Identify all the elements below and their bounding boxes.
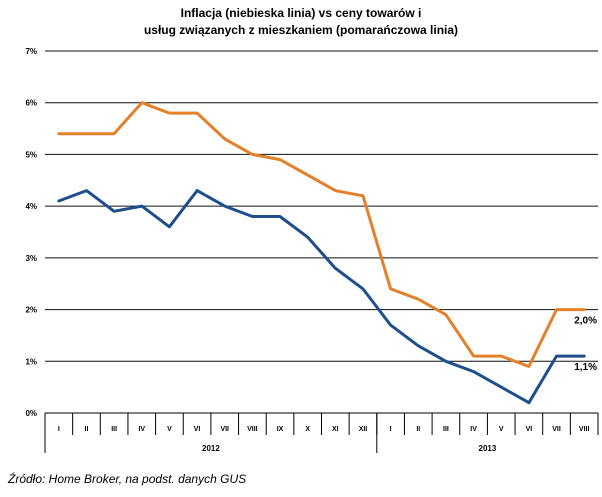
gridlines — [45, 50, 598, 414]
x-tick-label: X — [305, 426, 310, 433]
x-tick-label: IV — [470, 426, 477, 433]
series-line — [57, 101, 586, 368]
chart-title-line-1: Inflacja (niebieska linia) vs ceny towar… — [181, 6, 422, 20]
series-lines — [57, 101, 586, 405]
y-tick-label: 0% — [25, 409, 37, 418]
x-axis: I II III IV V VI VII VIII IX X XI XII I II III IV V VI VII… — [44, 413, 599, 453]
chart-title-line-2: usług związanych z mieszkaniem (pomarańc… — [144, 23, 458, 37]
x-tick-label: XI — [332, 426, 339, 433]
x-tick-label: IX — [277, 426, 284, 433]
x-tick-label: V — [499, 426, 504, 433]
x-tick-label: I — [58, 426, 60, 433]
x-tick-label: VIII — [247, 426, 258, 433]
x-tick-label: XII — [359, 426, 368, 433]
x-tick-label: III — [443, 426, 449, 433]
y-tick-label: 1% — [25, 357, 37, 366]
x-tick-label: VI — [526, 426, 533, 433]
x-tick-label: VIII — [579, 426, 590, 433]
y-tick-label: 2% — [25, 306, 37, 315]
x-tick-label: II — [85, 426, 89, 433]
y-tick-label: 3% — [25, 254, 37, 263]
x-tick-label: II — [416, 426, 420, 433]
x-tick-label: V — [167, 426, 172, 433]
series-end-label: 2,0% — [574, 316, 597, 327]
y-tick-label: 5% — [25, 150, 37, 159]
x-tick-label: III — [111, 426, 117, 433]
y-axis-tick-labels: 0% 1% 2% 3% 4% 5% 6% 7% — [25, 47, 37, 418]
series-line — [57, 189, 586, 405]
x-tick-label: IV — [138, 426, 145, 433]
x-tick-label: VII — [220, 426, 229, 433]
x-tick-label: VII — [552, 426, 561, 433]
x-tick-label: VI — [194, 426, 201, 433]
year-label: 2012 — [202, 444, 220, 453]
source-note: Źródło: Home Broker, na podst. danych GU… — [8, 472, 247, 486]
y-tick-label: 4% — [25, 202, 37, 211]
x-tick-label: I — [390, 426, 392, 433]
year-label: 2013 — [479, 444, 497, 453]
end-labels: 2,0% 1,1% — [574, 316, 597, 374]
y-tick-label: 6% — [25, 99, 37, 108]
series-end-label: 1,1% — [574, 362, 597, 373]
y-tick-label: 7% — [25, 47, 37, 56]
